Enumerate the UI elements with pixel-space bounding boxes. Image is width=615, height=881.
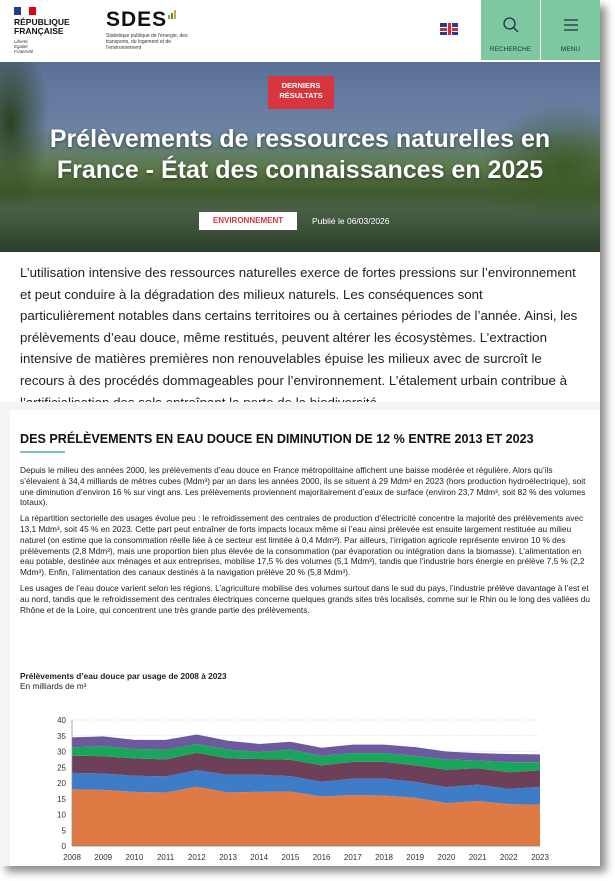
x-tick-label: 2021 [469,853,487,862]
publication-date: Publié le 06/03/2026 [312,216,390,226]
y-tick-label: 5 [62,826,67,835]
x-tick-label: 2009 [94,853,112,862]
search-button[interactable]: RECHERCHE [481,0,540,60]
y-tick-label: 30 [57,748,66,757]
section-heading: DES PRÉLÈVEMENTS EN EAU DOUCE EN DIMINUT… [20,432,534,446]
chart-title: Prélèvements d’eau douce par usage de 20… [20,671,227,681]
x-tick-label: 2020 [438,853,456,862]
x-tick-label: 2023 [531,853,549,862]
y-tick-label: 20 [57,779,66,788]
page-title: Prélèvements de ressources naturelles en… [49,125,551,184]
x-tick-label: 2014 [250,853,268,862]
area-series-3 [72,752,540,789]
x-tick-label: 2018 [375,853,393,862]
hamburger-icon [541,15,600,35]
x-tick-label: 2016 [313,853,331,862]
sdes-logo-text: SDES [106,8,168,31]
paragraph-2: La répartition sectorielle des usages év… [20,513,585,578]
area-series-1 [72,786,540,846]
site-header: RÉPUBLIQUE FRANÇAISE Liberté Égalité Frater… [0,0,600,62]
bars-icon [168,10,177,19]
motto-1: Liberté [14,39,28,44]
heading-underline [20,451,65,453]
theme-tag[interactable]: ENVIRONNEMENT [199,212,297,230]
x-tick-label: 2010 [126,853,144,862]
stacked-area-chart: 0 5 10 15 20 25 30 35 40 2008 2009 2010 2011 2012 2013… [57,716,549,862]
y-tick-label: 15 [57,795,66,804]
menu-label: MENU [560,46,581,53]
search-icon [481,15,540,35]
paragraph-1: Depuis le milieu des années 2000, les pr… [20,465,586,508]
area-series-2 [72,770,540,805]
sdes-logo[interactable]: SDES Statistique publique de l'énergie, … [106,8,196,51]
paragraph-3: Les usages de l’eau douce varient selon … [20,582,591,615]
x-tick-label: 2008 [63,853,81,862]
x-tick-label: 2019 [406,853,424,862]
uk-flag-icon[interactable] [440,23,458,35]
x-tick-label: 2015 [282,853,300,862]
chart-subtitle: En milliards de m³ [20,681,87,691]
y-tick-label: 35 [57,732,66,741]
page: RÉPUBLIQUE FRANÇAISE Liberté Égalité Frater… [0,0,600,866]
section-body: Depuis le milieu des années 2000, les pr… [20,465,592,620]
rf-name-line2: FRANÇAISE [14,26,64,36]
sdes-subtitle: Statistique publique de l'énergie, des t… [106,33,188,51]
y-tick-label: 40 [57,716,66,725]
x-tick-label: 2013 [219,853,237,862]
search-label: RECHERCHE [489,46,532,53]
y-tick-label: 10 [57,811,66,820]
y-tick-label: 0 [62,842,67,851]
area-series-5 [72,734,540,763]
area-series-4 [72,743,540,773]
motto-2: Égalité [14,44,28,49]
hero-banner: DERNIERS RÉSULTATS Prélèvements de resso… [0,62,600,252]
republique-francaise-logo[interactable]: RÉPUBLIQUE FRANÇAISE Liberté Égalité Frater… [14,7,74,54]
x-tick-label: 2011 [157,853,175,862]
french-flag-icon [14,7,36,15]
menu-button[interactable]: MENU [541,0,600,60]
x-tick-label: 2017 [344,853,362,862]
y-tick-label: 25 [57,763,66,772]
latest-results-badge: DERNIERS RÉSULTATS [268,76,334,109]
motto-3: Fraternité [14,49,34,54]
x-tick-label: 2022 [500,853,518,862]
x-tick-label: 2012 [188,853,206,862]
rf-name-line1: RÉPUBLIQUE [14,17,70,27]
